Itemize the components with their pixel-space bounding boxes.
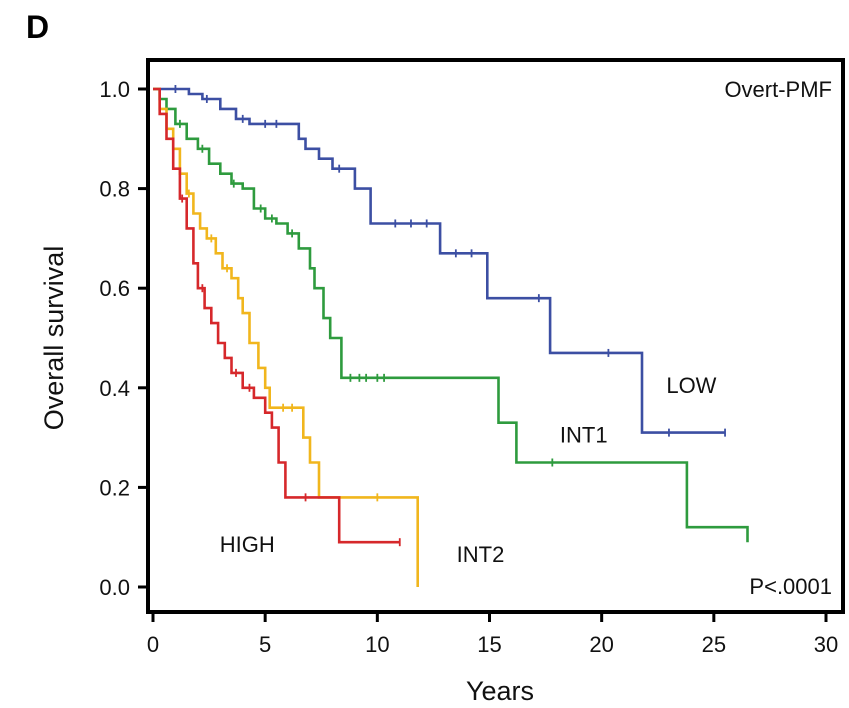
x-tick-label: 30	[814, 632, 838, 657]
x-tick-label: 20	[589, 632, 613, 657]
series-high	[153, 87, 401, 547]
series-label-low: LOW	[666, 373, 716, 398]
survival-curve-low	[153, 87, 725, 434]
series-label-high: HIGH	[220, 532, 275, 557]
series-int1	[153, 87, 749, 543]
x-tick-label: 0	[147, 632, 159, 657]
y-axis-title: Overall survival	[39, 246, 69, 431]
plot-area: LOW INT1 INT2 HIGH	[153, 85, 749, 587]
panel-label: D	[26, 9, 49, 45]
series-label-int2: INT2	[457, 542, 505, 567]
series-low	[153, 85, 726, 437]
p-value-annotation: P<.0001	[749, 574, 832, 599]
x-tick-label: 10	[365, 632, 389, 657]
axes: 0.0 0.2 0.4 0.6 0.8 1.0 0 5 10 15 20 25 30	[99, 58, 845, 657]
plot-frame	[146, 58, 845, 614]
x-tick-label: 5	[259, 632, 271, 657]
y-tick-label: 0.4	[99, 376, 130, 401]
x-tick-label: 15	[477, 632, 501, 657]
y-tick-label: 0.2	[99, 475, 130, 500]
series-label-int1: INT1	[560, 423, 608, 448]
survival-curve-int2	[153, 87, 419, 587]
survival-curve-int1	[153, 87, 749, 543]
y-tick-label: 0.0	[99, 575, 130, 600]
y-tick-label: 0.6	[99, 276, 130, 301]
x-tick-label: 25	[702, 632, 726, 657]
survival-curve-high	[153, 87, 400, 544]
cohort-annotation: Overt-PMF	[724, 77, 832, 102]
y-tick-label: 1.0	[99, 77, 130, 102]
series-int2	[153, 87, 419, 587]
x-axis-title: Years	[466, 676, 534, 706]
y-tick-label: 0.8	[99, 177, 130, 202]
